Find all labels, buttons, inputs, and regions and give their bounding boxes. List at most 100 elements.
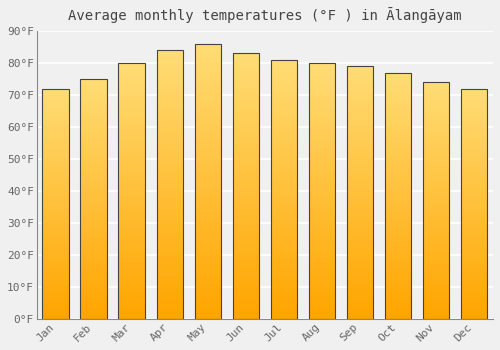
Bar bbox=[194, 113, 221, 116]
Bar bbox=[346, 290, 374, 294]
Bar bbox=[80, 133, 107, 136]
Bar bbox=[460, 123, 487, 126]
Bar bbox=[308, 313, 335, 316]
Bar bbox=[422, 239, 450, 242]
Bar bbox=[270, 215, 297, 218]
Bar bbox=[308, 261, 335, 265]
Bar bbox=[308, 159, 335, 162]
Bar bbox=[156, 238, 183, 242]
Bar bbox=[118, 239, 145, 242]
Bar bbox=[270, 293, 297, 296]
Bar bbox=[270, 309, 297, 313]
Bar bbox=[118, 226, 145, 229]
Bar bbox=[42, 132, 69, 135]
Bar bbox=[118, 140, 145, 143]
Bar bbox=[270, 167, 297, 170]
Bar bbox=[346, 281, 374, 284]
Bar bbox=[80, 286, 107, 289]
Bar bbox=[422, 212, 450, 215]
Bar bbox=[460, 256, 487, 258]
Bar bbox=[118, 162, 145, 165]
Bar bbox=[194, 161, 221, 164]
Bar bbox=[270, 241, 297, 244]
Bar bbox=[422, 127, 450, 130]
Bar bbox=[422, 138, 450, 141]
Bar bbox=[270, 121, 297, 125]
Bar bbox=[118, 169, 145, 172]
Bar bbox=[42, 261, 69, 264]
Bar bbox=[460, 250, 487, 253]
Bar bbox=[270, 163, 297, 167]
Bar bbox=[232, 54, 259, 319]
Bar bbox=[270, 134, 297, 138]
Bar bbox=[270, 254, 297, 257]
Bar bbox=[232, 226, 259, 229]
Bar bbox=[118, 306, 145, 309]
Bar bbox=[270, 196, 297, 199]
Bar bbox=[156, 97, 183, 100]
Bar bbox=[118, 303, 145, 306]
Bar bbox=[80, 139, 107, 142]
Bar bbox=[194, 247, 221, 250]
Bar bbox=[270, 267, 297, 270]
Bar bbox=[270, 199, 297, 202]
Bar bbox=[80, 304, 107, 307]
Bar bbox=[42, 129, 69, 132]
Bar bbox=[308, 191, 335, 194]
Bar bbox=[42, 230, 69, 232]
Bar bbox=[346, 170, 374, 174]
Bar bbox=[80, 292, 107, 295]
Bar bbox=[118, 181, 145, 184]
Bar bbox=[422, 124, 450, 127]
Bar bbox=[308, 220, 335, 223]
Bar bbox=[460, 152, 487, 155]
Bar bbox=[422, 171, 450, 174]
Bar bbox=[42, 175, 69, 178]
Bar bbox=[156, 168, 183, 171]
Bar bbox=[156, 275, 183, 279]
Bar bbox=[194, 267, 221, 271]
Bar bbox=[384, 140, 411, 143]
Bar bbox=[270, 63, 297, 66]
Bar bbox=[118, 229, 145, 232]
Bar bbox=[384, 239, 411, 242]
Bar bbox=[308, 181, 335, 184]
Bar bbox=[422, 286, 450, 289]
Bar bbox=[194, 71, 221, 75]
Bar bbox=[80, 226, 107, 229]
Bar bbox=[232, 140, 259, 143]
Bar bbox=[460, 149, 487, 152]
Bar bbox=[308, 105, 335, 108]
Bar bbox=[384, 273, 411, 276]
Bar bbox=[156, 201, 183, 205]
Bar bbox=[194, 44, 221, 47]
Bar bbox=[384, 187, 411, 190]
Bar bbox=[80, 247, 107, 250]
Bar bbox=[308, 149, 335, 153]
Bar bbox=[346, 256, 374, 259]
Bar bbox=[232, 176, 259, 180]
Bar bbox=[194, 106, 221, 109]
Bar bbox=[346, 278, 374, 281]
Bar bbox=[346, 110, 374, 113]
Bar bbox=[346, 284, 374, 287]
Bar bbox=[232, 289, 259, 292]
Bar bbox=[156, 124, 183, 127]
Bar bbox=[80, 268, 107, 271]
Bar bbox=[346, 294, 374, 297]
Bar bbox=[118, 98, 145, 101]
Bar bbox=[460, 258, 487, 261]
Bar bbox=[80, 121, 107, 124]
Bar bbox=[270, 66, 297, 70]
Bar bbox=[194, 168, 221, 171]
Bar bbox=[118, 204, 145, 207]
Bar bbox=[346, 215, 374, 218]
Bar bbox=[460, 129, 487, 132]
Bar bbox=[422, 82, 450, 85]
Bar bbox=[384, 122, 411, 125]
Bar bbox=[308, 245, 335, 248]
Bar bbox=[194, 109, 221, 113]
Bar bbox=[422, 284, 450, 286]
Bar bbox=[270, 180, 297, 183]
Bar bbox=[42, 181, 69, 184]
